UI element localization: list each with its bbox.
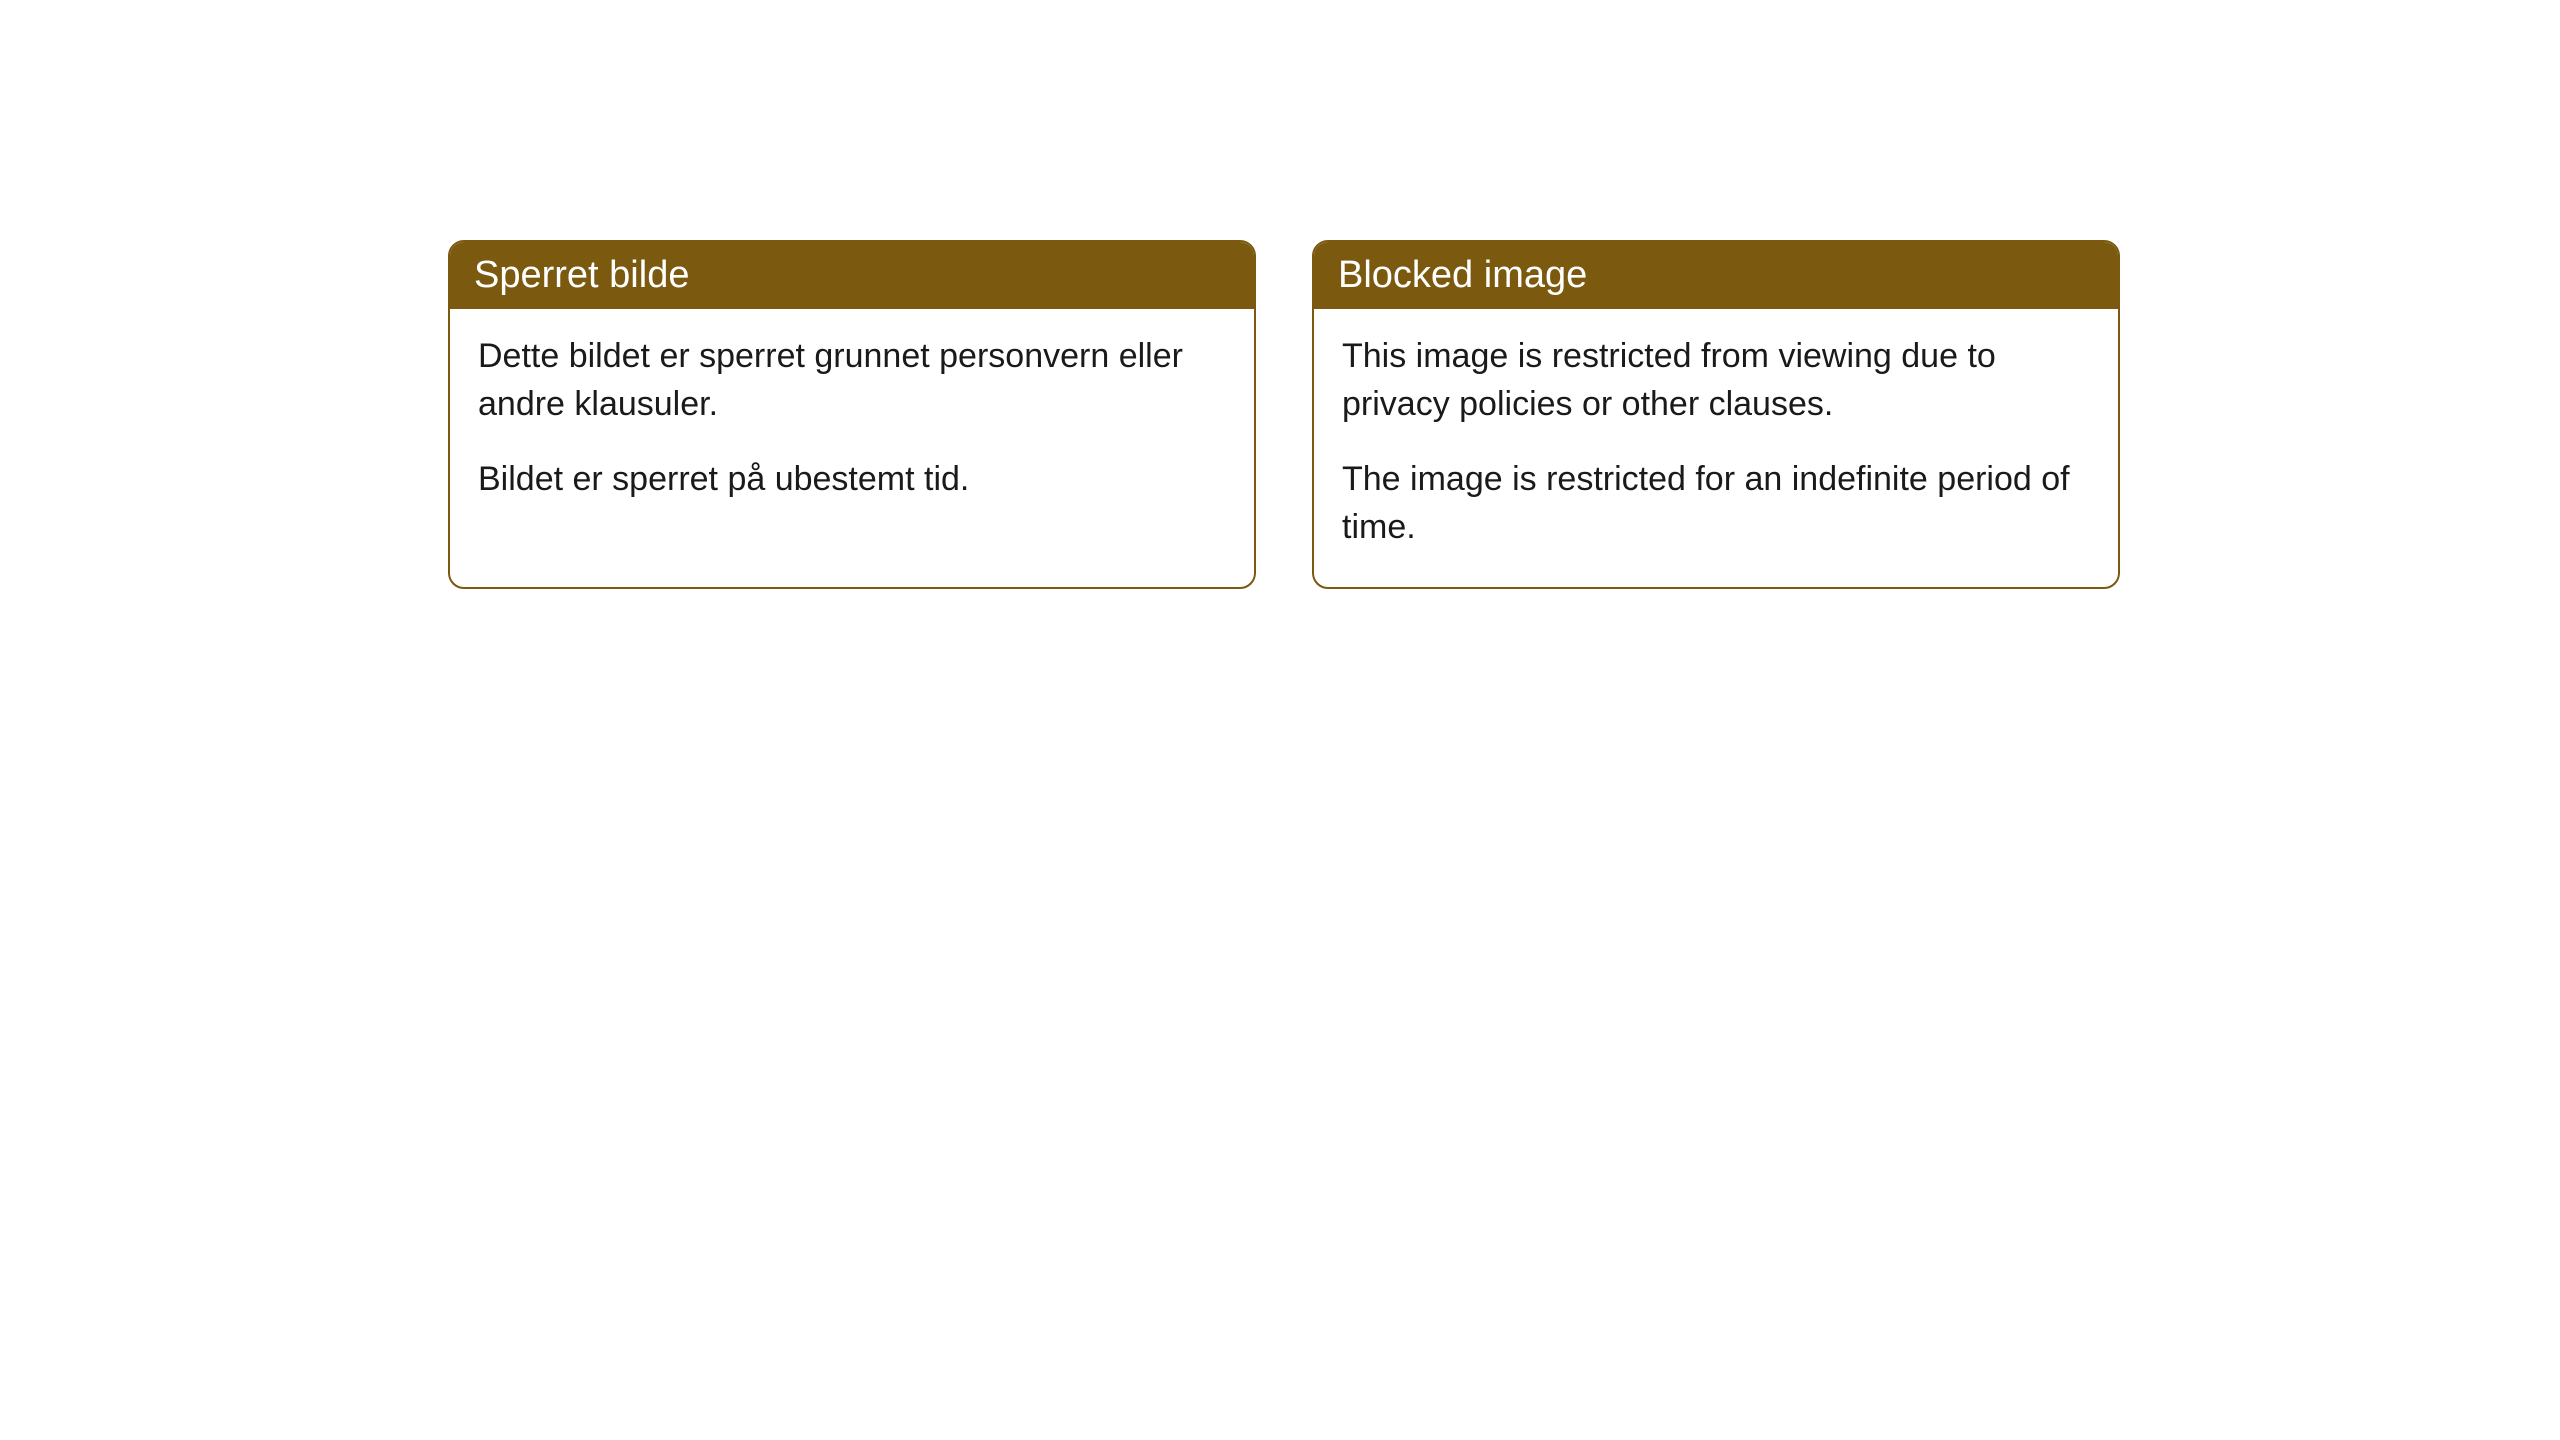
card-header-english: Blocked image [1314, 242, 2118, 309]
card-paragraph-2: Bildet er sperret på ubestemt tid. [478, 456, 1226, 504]
card-header-norwegian: Sperret bilde [450, 242, 1254, 309]
card-body-english: This image is restricted from viewing du… [1314, 309, 2118, 587]
card-paragraph-1: This image is restricted from viewing du… [1342, 333, 2090, 428]
blocked-image-card-norwegian: Sperret bilde Dette bildet er sperret gr… [448, 240, 1256, 589]
card-paragraph-1: Dette bildet er sperret grunnet personve… [478, 333, 1226, 428]
blocked-image-card-english: Blocked image This image is restricted f… [1312, 240, 2120, 589]
card-body-norwegian: Dette bildet er sperret grunnet personve… [450, 309, 1254, 540]
card-paragraph-2: The image is restricted for an indefinit… [1342, 456, 2090, 551]
card-title: Sperret bilde [474, 254, 689, 296]
cards-container: Sperret bilde Dette bildet er sperret gr… [448, 240, 2560, 589]
card-title: Blocked image [1338, 254, 1587, 296]
